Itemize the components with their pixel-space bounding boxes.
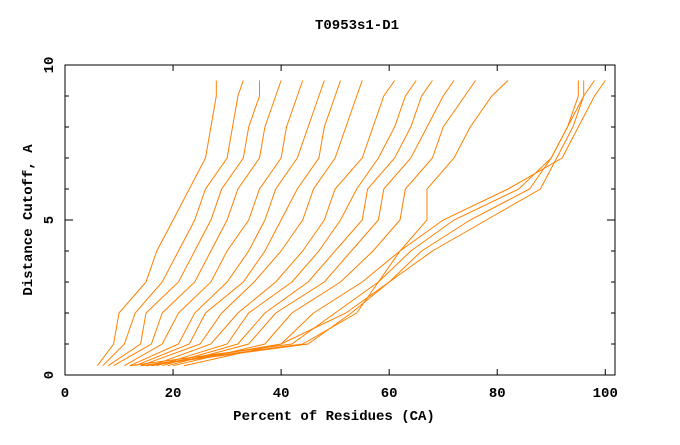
series-line-17 [140,80,606,367]
x-tick-label: 20 [165,386,182,402]
series-line-1 [96,80,217,366]
x-tick-label: 40 [273,386,290,402]
x-tick-label: 100 [593,386,618,402]
series-line-12 [167,80,455,367]
y-axis-label: Distance Cutoff, A [21,144,37,296]
chart-title: T0953s1-D1 [315,18,399,34]
y-tick-label: 0 [42,371,58,379]
series-line-11 [162,80,433,367]
series-line-16 [129,80,595,367]
y-tick-label: 10 [42,57,58,74]
x-axis-label: Percent of Residues (CA) [233,409,435,425]
series-line-4 [113,80,282,367]
series-line-2 [102,80,244,367]
y-tick-label: 5 [42,216,58,224]
series-lines [96,80,606,367]
series-line-7 [135,80,341,367]
series-line-14 [183,80,509,367]
x-tick-label: 0 [61,386,69,402]
series-line-15 [145,80,585,367]
series-line-3 [107,80,260,367]
series-line-18 [151,80,579,367]
series-line-6 [129,80,325,367]
series-line-9 [151,80,396,367]
axis-ticks: 0 20 40 60 80 100 0 5 10 [42,57,618,402]
x-tick-label: 80 [489,386,506,402]
series-line-10 [156,80,417,367]
series-line-8 [140,80,363,367]
x-tick-label: 60 [381,386,398,402]
series-line-13 [172,80,477,367]
series-line-5 [124,80,304,367]
